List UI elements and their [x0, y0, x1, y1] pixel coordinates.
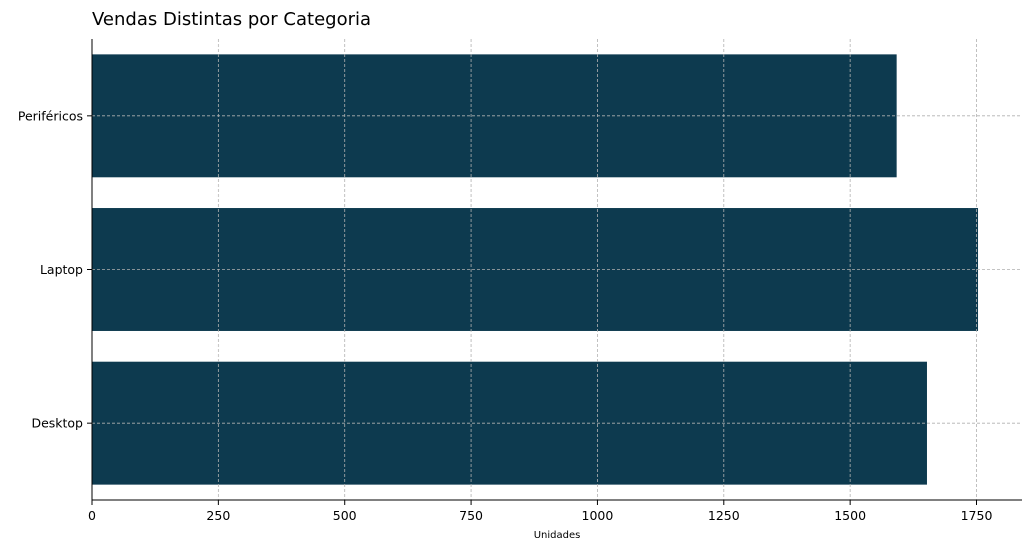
x-tick-label: 1500 [834, 508, 866, 523]
x-tick-label: 1000 [582, 508, 614, 523]
y-tick-label: Desktop [31, 416, 83, 431]
x-tick-label: 500 [333, 508, 357, 523]
axes: 0 250 500 750 1000 1250 1500 1750 Desktop Laptop P… [18, 39, 1022, 523]
x-axis-label: Unidades [534, 530, 581, 541]
x-tick-label: 750 [459, 508, 483, 523]
chart-title: Vendas Distintas por Categoria [92, 9, 371, 30]
x-tick-label: 250 [206, 508, 230, 523]
y-tick-label: Laptop [40, 262, 83, 277]
x-tick-label: 1750 [961, 508, 993, 523]
x-tick-label: 1250 [708, 508, 740, 523]
x-tick-label: 0 [88, 508, 96, 523]
grid-lines [91, 39, 1022, 500]
y-tick-label: Periféricos [18, 108, 83, 123]
